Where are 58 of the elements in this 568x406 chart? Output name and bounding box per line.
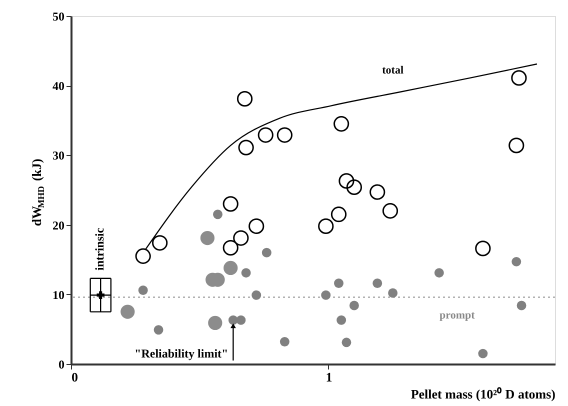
point xyxy=(241,268,251,278)
point xyxy=(372,278,382,288)
point xyxy=(338,173,354,189)
point xyxy=(511,70,527,86)
x-tick-label: 1 xyxy=(326,370,332,384)
point xyxy=(382,203,398,219)
point xyxy=(280,336,290,346)
y-tick-label: 10 xyxy=(52,288,64,302)
point xyxy=(208,316,222,330)
point xyxy=(508,138,524,154)
point xyxy=(222,240,238,256)
point xyxy=(516,300,526,310)
point xyxy=(434,268,444,278)
point xyxy=(228,315,238,325)
point xyxy=(200,230,215,246)
point xyxy=(135,248,151,264)
annotation: intrinsic xyxy=(92,227,106,270)
point xyxy=(262,248,272,258)
point xyxy=(475,240,491,256)
point xyxy=(370,184,386,200)
point xyxy=(152,235,168,251)
annotation: "Reliability limit" xyxy=(134,346,228,361)
point xyxy=(138,285,148,295)
point xyxy=(224,260,238,276)
point xyxy=(258,127,274,143)
point xyxy=(236,315,246,325)
point xyxy=(248,218,264,234)
annotation: prompt xyxy=(440,309,476,322)
point xyxy=(236,91,253,107)
y-tick-label: 30 xyxy=(52,148,64,163)
point xyxy=(330,206,347,222)
point xyxy=(96,291,104,299)
point xyxy=(276,127,292,143)
y-tick-label: 0 xyxy=(58,358,64,372)
point xyxy=(346,179,362,196)
point xyxy=(120,304,135,319)
point xyxy=(252,290,262,300)
point xyxy=(349,300,359,310)
point xyxy=(321,290,331,300)
x-axis-title: Pellet mass (10²⁰ D atoms) xyxy=(410,386,556,402)
y-axis-title: dWMHD (kJ) xyxy=(29,158,46,226)
y-tick-label: 20 xyxy=(52,218,64,232)
y-tick-label: 50 xyxy=(52,10,64,24)
annotation: total xyxy=(382,64,404,76)
point xyxy=(336,315,346,325)
point xyxy=(238,140,254,156)
point xyxy=(478,348,488,358)
point xyxy=(388,288,398,298)
point xyxy=(342,338,352,348)
point xyxy=(334,116,350,132)
point xyxy=(334,278,344,288)
y-tick-label: 40 xyxy=(52,79,64,94)
point xyxy=(233,230,249,246)
point xyxy=(512,256,522,266)
point xyxy=(213,210,222,220)
point xyxy=(154,325,164,335)
point xyxy=(222,196,238,212)
point xyxy=(318,218,334,234)
